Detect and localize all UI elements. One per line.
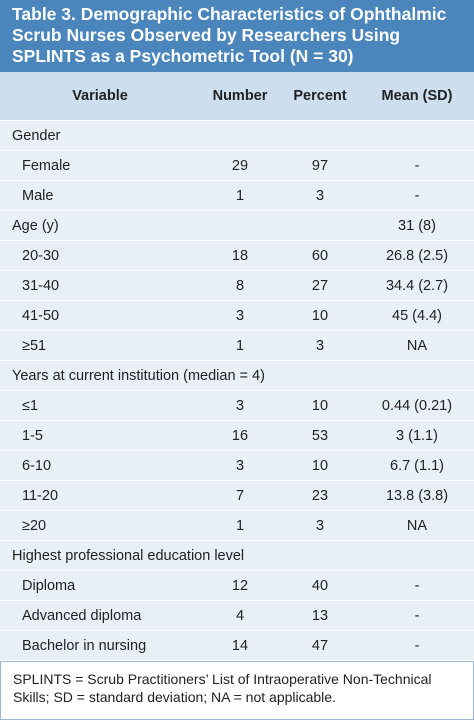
cell: NA	[360, 510, 474, 541]
cell: 3	[280, 330, 360, 361]
cell: 10	[280, 450, 360, 481]
cell: 3	[280, 180, 360, 211]
header-row: Variable Number Percent Mean (SD)	[0, 72, 474, 121]
cell: 34.4 (2.7)	[360, 270, 474, 301]
cell: NA	[360, 330, 474, 361]
row-label: Female	[0, 150, 200, 181]
data-row: Bachelor in nursing 14 47-	[0, 630, 474, 660]
cell: 13	[280, 600, 360, 631]
cell: 7	[200, 480, 280, 511]
cell: -	[360, 600, 474, 631]
cell: 40	[280, 570, 360, 601]
row-label: 6-10	[0, 450, 200, 481]
cell: 3 (1.1)	[360, 420, 474, 451]
section-row: Gender	[0, 120, 474, 151]
data-row: ≤1 3 10 0.44 (0.21)	[0, 390, 474, 421]
section-label: Gender	[0, 120, 474, 151]
cell: 1	[200, 510, 280, 541]
section-mean: 31 (8)	[360, 210, 474, 241]
cell: 18	[200, 240, 280, 271]
header-cell: Variable	[0, 72, 200, 121]
cell: 47	[280, 630, 360, 660]
cell: 26.8 (2.5)	[360, 240, 474, 271]
data-row: Female 29 97-	[0, 150, 474, 181]
cell: 10	[280, 300, 360, 331]
row-label: 11-20	[0, 480, 200, 511]
section-row: Highest professional education level	[0, 540, 474, 571]
cell: 14	[200, 630, 280, 660]
cell: 1	[200, 180, 280, 211]
footnote: SPLINTS = Scrub Practitioners’ List of I…	[0, 661, 474, 720]
section-label: Age (y)	[0, 210, 360, 241]
data-row: 6-10 3 10 6.7 (1.1)	[0, 450, 474, 481]
row-label: 1-5	[0, 420, 200, 451]
row-label: Diploma	[0, 570, 200, 601]
row-label: 31-40	[0, 270, 200, 301]
header-cell: Number	[200, 72, 280, 121]
row-label: 20-30	[0, 240, 200, 271]
cell: 53	[280, 420, 360, 451]
section-label: Highest professional education level	[0, 540, 474, 571]
data-row: 11-20 7 23 13.8 (3.8)	[0, 480, 474, 511]
section-row: Years at current institution (median = 4…	[0, 360, 474, 391]
cell: 97	[280, 150, 360, 181]
row-label: Bachelor in nursing	[0, 630, 200, 660]
cell: 1	[200, 330, 280, 361]
row-label: 41-50	[0, 300, 200, 331]
data-row: 31-40 8 27 34.4 (2.7)	[0, 270, 474, 301]
header-cell: Percent	[280, 72, 360, 121]
cell: 3	[280, 510, 360, 541]
cell: 13.8 (3.8)	[360, 480, 474, 511]
cell: 3	[200, 390, 280, 421]
cell: 60	[280, 240, 360, 271]
row-label: Advanced diploma	[0, 600, 200, 631]
cell: 3	[200, 450, 280, 481]
cell: 3	[200, 300, 280, 331]
cell: 16	[200, 420, 280, 451]
data-row: ≥51 1 3 NA	[0, 330, 474, 361]
cell: 23	[280, 480, 360, 511]
cell: 8	[200, 270, 280, 301]
section-label: Years at current institution (median = 4…	[0, 360, 474, 391]
table-title: Table 3. Demographic Characteristics of …	[0, 0, 474, 72]
row-label: ≥20	[0, 510, 200, 541]
cell: 10	[280, 390, 360, 421]
row-label: ≤1	[0, 390, 200, 421]
data-row: Advanced diploma 4 13-	[0, 600, 474, 631]
row-label: Male	[0, 180, 200, 211]
cell: -	[360, 630, 474, 660]
cell: 12	[200, 570, 280, 601]
cell: 29	[200, 150, 280, 181]
cell: -	[360, 570, 474, 601]
table-body: Gender Female 29 97- Male 1 3- Age (y) 31 (8) 20-…	[0, 120, 474, 660]
data-row: 1-5 16 53 3 (1.1)	[0, 420, 474, 451]
cell: -	[360, 180, 474, 211]
cell: 27	[280, 270, 360, 301]
data-row: Male 1 3-	[0, 180, 474, 211]
cell: 0.44 (0.21)	[360, 390, 474, 421]
header-cell: Mean (SD)	[360, 72, 474, 121]
section-row: Age (y) 31 (8)	[0, 210, 474, 241]
cell: 45 (4.4)	[360, 300, 474, 331]
data-row: ≥20 1 3 NA	[0, 510, 474, 541]
data-row: Diploma 12 40-	[0, 570, 474, 601]
data-row: 41-50 3 10 45 (4.4)	[0, 300, 474, 331]
row-label: ≥51	[0, 330, 200, 361]
table: Variable Number Percent Mean (SD) Gender Fem…	[0, 72, 474, 660]
cell: -	[360, 150, 474, 181]
cell: 6.7 (1.1)	[360, 450, 474, 481]
data-row: 20-30 18 60 26.8 (2.5)	[0, 240, 474, 271]
cell: 4	[200, 600, 280, 631]
